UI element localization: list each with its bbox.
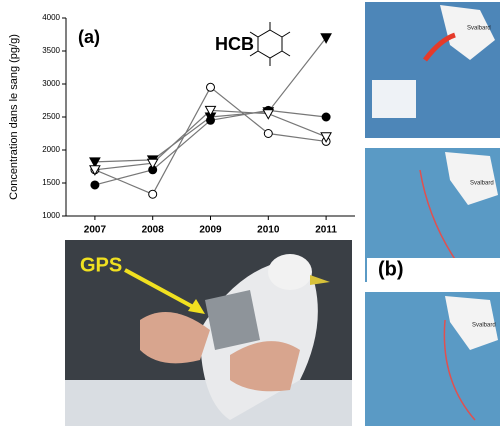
marker bbox=[206, 82, 215, 92]
photo-label: GPS bbox=[80, 254, 122, 276]
x-tick-label: 2010 bbox=[257, 225, 280, 236]
maps: Svalbard Svalbard Svalbard (b) bbox=[365, 2, 500, 426]
y-tick-label: 3500 bbox=[42, 46, 60, 55]
x-tick-label: 2008 bbox=[142, 225, 165, 236]
annotation: HCB bbox=[215, 34, 254, 54]
marker bbox=[146, 158, 159, 170]
map-place: Svalbard bbox=[472, 323, 496, 329]
map-place: Svalbard bbox=[467, 26, 491, 32]
marker bbox=[320, 132, 332, 143]
marker bbox=[148, 189, 158, 199]
y-tick-label: 1000 bbox=[42, 211, 60, 220]
y-tick-label: 3000 bbox=[42, 79, 60, 88]
photo: GPS bbox=[65, 240, 352, 426]
marker bbox=[89, 165, 101, 176]
series-line bbox=[94, 86, 327, 195]
y-tick-label: 2000 bbox=[42, 145, 60, 154]
x-tick-label: 2009 bbox=[199, 225, 222, 236]
panel-label: (a) bbox=[78, 27, 100, 47]
molecule bbox=[249, 22, 291, 66]
series-line bbox=[94, 37, 327, 163]
x-tick-label: 2011 bbox=[315, 225, 337, 236]
y-tick-label: 2500 bbox=[42, 112, 60, 121]
map-place: Svalbard bbox=[470, 181, 494, 187]
marker bbox=[90, 180, 100, 190]
marker bbox=[204, 105, 217, 117]
y-axis-label: Concentration dans le sang (pg/g) bbox=[8, 34, 20, 200]
marker bbox=[262, 109, 275, 120]
marker bbox=[263, 129, 273, 138]
x-tick-label: 2007 bbox=[84, 225, 107, 236]
y-tick-label: 1500 bbox=[42, 178, 60, 187]
marker bbox=[89, 157, 101, 168]
y-tick-label: 4000 bbox=[42, 13, 60, 22]
panel-label: (b) bbox=[378, 258, 404, 280]
marker bbox=[321, 112, 331, 122]
marker bbox=[320, 33, 332, 44]
